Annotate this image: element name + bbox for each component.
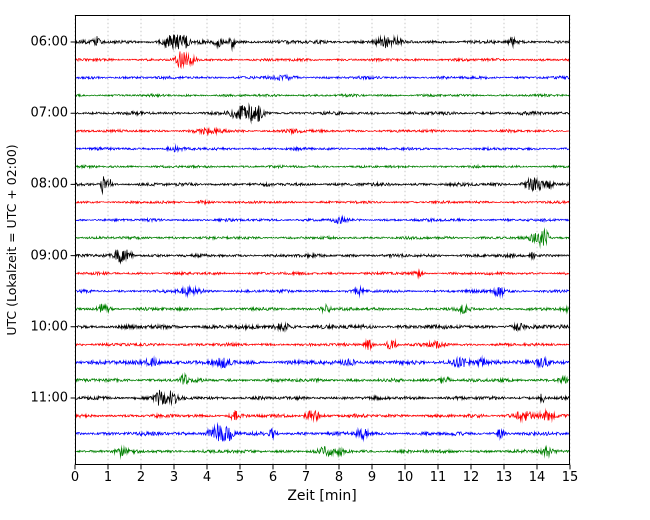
x-tick-label: 12 bbox=[462, 470, 480, 485]
x-tick-label: 8 bbox=[334, 470, 344, 485]
x-tick-label: 3 bbox=[169, 470, 179, 485]
y-tick-label: 06:00 bbox=[30, 34, 68, 50]
y-tick-label: 11:00 bbox=[30, 390, 68, 406]
y-axis-label: UTC (Lokalzeit = UTC + 02:00) bbox=[4, 144, 19, 336]
x-axis-label: Zeit [min] bbox=[287, 488, 357, 504]
x-tick-label: 14 bbox=[528, 470, 546, 485]
y-tick-label: 07:00 bbox=[30, 105, 68, 121]
x-tick-label: 10 bbox=[396, 470, 414, 485]
x-tick-label: 4 bbox=[202, 470, 212, 485]
x-tick-label: 0 bbox=[70, 470, 80, 485]
x-tick-label: 15 bbox=[561, 470, 579, 485]
x-tick-label: 7 bbox=[301, 470, 311, 485]
x-tick-label: 9 bbox=[367, 470, 377, 485]
x-tick-label: 1 bbox=[103, 470, 113, 485]
x-tick-label: 2 bbox=[136, 470, 146, 485]
y-tick-label: 10:00 bbox=[30, 319, 68, 335]
x-tick-label: 13 bbox=[495, 470, 513, 485]
x-tick-label: 6 bbox=[268, 470, 278, 485]
x-tick-label: 11 bbox=[429, 470, 447, 485]
y-tick-label: 09:00 bbox=[30, 248, 68, 264]
x-tick-label: 5 bbox=[235, 470, 245, 485]
y-tick-label: 08:00 bbox=[30, 176, 68, 192]
